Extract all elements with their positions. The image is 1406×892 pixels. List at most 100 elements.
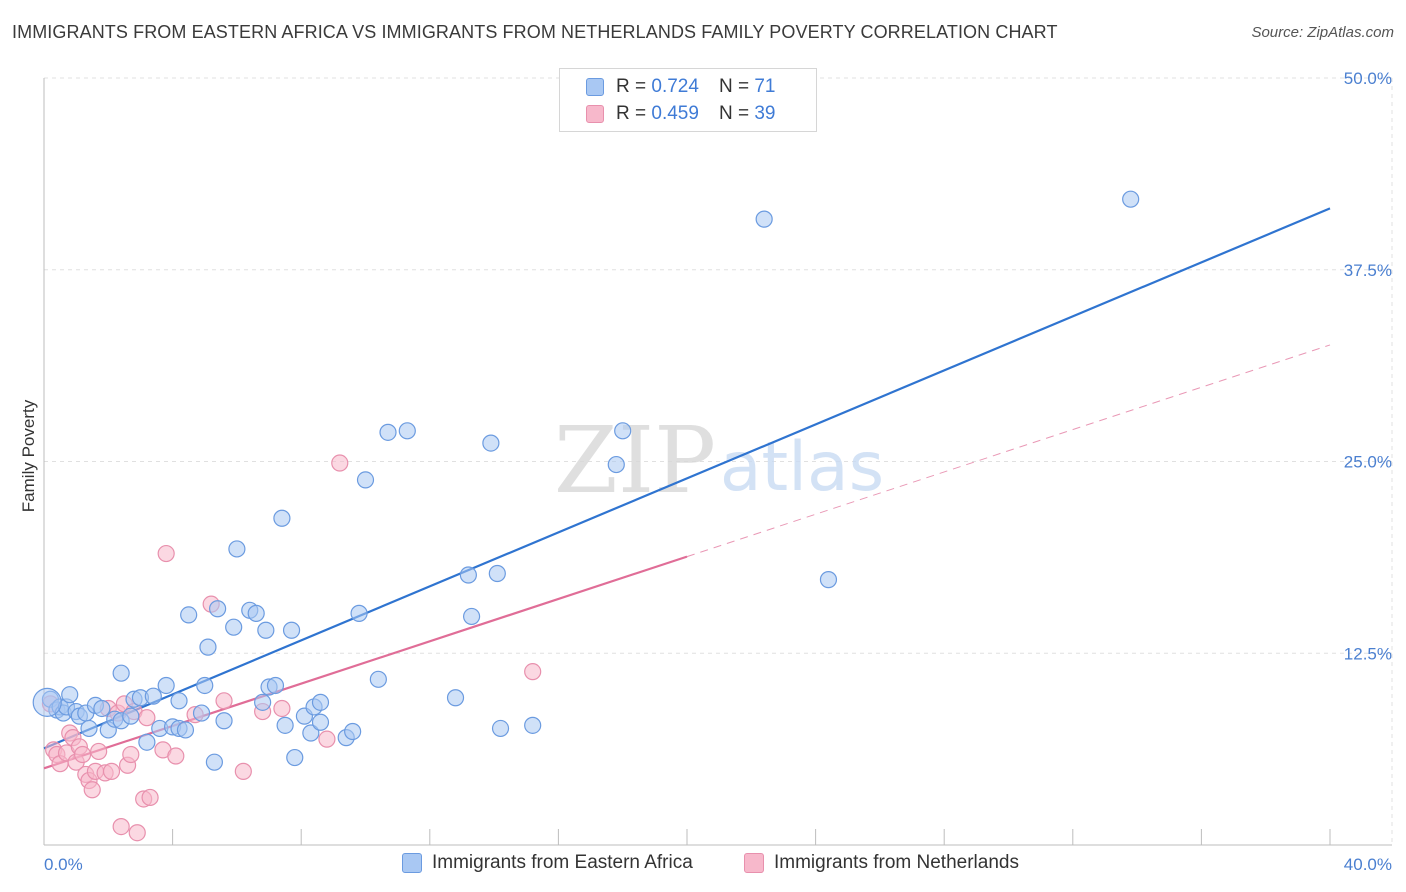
point-eastern-africa <box>257 621 275 639</box>
bottom-legend-swatch-pink <box>744 853 764 873</box>
legend-row-eastern-africa: R = 0.724 N = 71 <box>586 75 775 99</box>
point-eastern-africa <box>180 606 198 624</box>
point-netherlands <box>234 762 252 780</box>
tick-labels: 12.5% 25.0% 37.5% 50.0% 0.0% 40.0% <box>44 69 1392 874</box>
point-netherlands <box>215 692 233 710</box>
point-eastern-africa <box>459 566 477 584</box>
point-eastern-africa <box>607 455 625 474</box>
point-eastern-africa <box>196 676 214 695</box>
point-eastern-africa <box>379 423 397 441</box>
point-eastern-africa <box>266 676 285 695</box>
point-eastern-africa <box>225 618 243 636</box>
point-eastern-africa <box>356 471 375 489</box>
point-eastern-africa <box>273 509 291 527</box>
point-eastern-africa <box>192 704 211 722</box>
point-eastern-africa <box>205 753 223 771</box>
point-eastern-africa <box>80 719 98 738</box>
point-eastern-africa <box>344 722 362 741</box>
point-netherlands <box>112 817 130 836</box>
watermark: ZIP atlas <box>554 407 884 514</box>
point-eastern-africa <box>170 692 188 710</box>
x-tick-label: 0.0% <box>44 855 83 874</box>
watermark-zip: ZIP <box>554 407 716 514</box>
point-eastern-africa <box>254 693 272 711</box>
legend-swatch-blue <box>586 78 604 96</box>
grid-lines <box>44 77 1393 845</box>
point-eastern-africa <box>286 748 304 767</box>
point-eastern-africa <box>199 638 217 656</box>
bottom-legend-swatch-blue <box>402 853 422 873</box>
point-netherlands <box>524 663 542 681</box>
point-netherlands <box>138 709 156 727</box>
point-eastern-africa <box>138 733 156 751</box>
point-eastern-africa <box>311 713 330 731</box>
point-eastern-africa <box>614 422 632 440</box>
point-eastern-africa <box>122 707 140 725</box>
point-eastern-africa <box>215 712 233 730</box>
point-eastern-africa <box>282 621 301 639</box>
point-eastern-africa <box>276 716 294 734</box>
bottom-legend-label: Immigrants from Netherlands <box>774 852 1019 873</box>
legend-row-netherlands: R = 0.459 N = 39 <box>586 102 775 126</box>
point-netherlands <box>122 745 140 764</box>
point-eastern-africa <box>462 607 481 626</box>
point-netherlands <box>167 747 185 765</box>
trend-lines <box>43 207 1331 770</box>
point-netherlands <box>128 824 146 842</box>
point-eastern-africa <box>176 721 195 739</box>
legend-n-value: 71 <box>754 76 776 97</box>
point-eastern-africa <box>247 604 265 622</box>
point-eastern-africa <box>488 564 506 583</box>
point-netherlands <box>141 788 159 807</box>
y-tick-label: 25.0% <box>1344 453 1392 472</box>
point-netherlands <box>73 745 92 764</box>
legend-r-value: 0.459 <box>651 103 699 124</box>
legend-swatch-pink <box>586 105 604 123</box>
point-eastern-africa <box>311 693 330 711</box>
legend-n-label: N = <box>718 76 750 97</box>
y-tick-label: 50.0% <box>1344 69 1392 88</box>
chart-title: IMMIGRANTS FROM EASTERN AFRICA VS IMMIGR… <box>12 22 1058 42</box>
bottom-legend-label: Immigrants from Eastern Africa <box>432 852 693 873</box>
stats-legend: R = 0.724 N = 71 R = 0.459 N = 39 <box>559 68 817 132</box>
point-eastern-africa <box>61 686 79 704</box>
point-eastern-africa <box>93 699 111 718</box>
axes <box>43 78 1392 846</box>
point-netherlands <box>318 730 336 748</box>
point-eastern-africa <box>755 210 773 228</box>
y-tick-label: 12.5% <box>1344 644 1392 663</box>
legend-r-label: R = <box>616 76 647 97</box>
point-eastern-africa <box>819 571 838 589</box>
point-eastern-africa <box>157 676 175 695</box>
bottom-legend-eastern-africa: Immigrants from Eastern Africa <box>402 852 693 874</box>
legend-r-value: 0.724 <box>651 76 699 97</box>
point-netherlands <box>157 544 175 563</box>
point-eastern-africa-cluster <box>32 687 62 717</box>
trend-line-eastern-africa <box>43 207 1331 750</box>
source-label: Source: ZipAtlas.com <box>1251 24 1394 41</box>
legend-r-label: R = <box>616 103 647 124</box>
point-eastern-africa <box>446 689 465 707</box>
point-eastern-africa <box>209 600 227 618</box>
point-netherlands <box>331 454 349 472</box>
point-eastern-africa <box>491 719 510 738</box>
x-tick-label: 40.0% <box>1344 855 1392 874</box>
watermark-atlas: atlas <box>720 428 884 507</box>
legend-n-value: 39 <box>754 103 776 124</box>
point-eastern-africa <box>112 664 130 682</box>
point-eastern-africa <box>302 724 320 742</box>
point-eastern-africa <box>369 670 387 688</box>
point-eastern-africa <box>1122 190 1140 208</box>
point-netherlands <box>83 781 101 799</box>
point-eastern-africa <box>524 716 542 734</box>
y-tick-label: 37.5% <box>1344 261 1392 280</box>
point-netherlands <box>90 742 108 761</box>
bottom-legend-netherlands: Immigrants from Netherlands <box>744 852 1019 874</box>
point-eastern-africa <box>350 604 368 622</box>
y-axis-label: Family Poverty <box>19 399 38 512</box>
point-eastern-africa <box>228 540 246 558</box>
trend-line-netherlands <box>43 555 688 770</box>
point-eastern-africa <box>144 687 162 705</box>
point-netherlands <box>273 699 291 718</box>
